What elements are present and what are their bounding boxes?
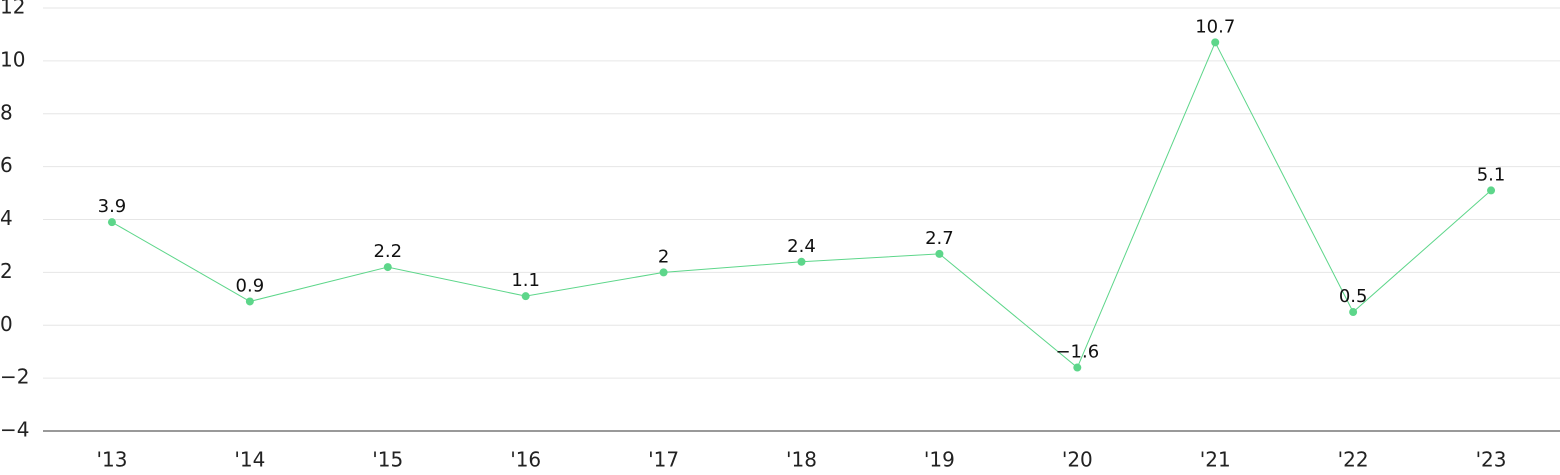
x-tick-label: '16 [510, 448, 541, 472]
x-tick-label: '22 [1338, 448, 1369, 472]
value-label: 2.4 [787, 236, 816, 257]
y-tick-label: −2 [0, 365, 29, 389]
value-label: 1.1 [511, 270, 540, 291]
value-label: 2 [658, 246, 669, 267]
value-label: 0.5 [1339, 286, 1368, 307]
y-tick-label: 0 [0, 312, 13, 336]
y-tick-label: 8 [0, 100, 13, 124]
value-label: 0.9 [236, 275, 265, 296]
value-label: 10.7 [1195, 16, 1235, 37]
x-tick-label: '15 [372, 448, 403, 472]
value-label: 3.9 [98, 196, 127, 217]
x-tick-label: '20 [1062, 448, 1093, 472]
point [935, 249, 944, 258]
point [245, 297, 254, 306]
point [383, 263, 392, 272]
y-tick-label: 2 [0, 259, 13, 283]
x-tick-label: '23 [1476, 448, 1507, 472]
x-tick-label: '13 [96, 448, 127, 472]
y-tick-label: 12 [0, 0, 25, 19]
x-tick-label: '14 [234, 448, 265, 472]
point [659, 268, 668, 277]
y-tick-label: 4 [0, 206, 13, 230]
point [1487, 186, 1496, 195]
x-tick-label: '17 [648, 448, 679, 472]
x-tick-label: '18 [786, 448, 817, 472]
y-tick-label: 6 [0, 153, 13, 177]
point [1073, 363, 1082, 372]
point [107, 218, 116, 227]
y-tick-label: −4 [0, 418, 29, 442]
value-label: 2.2 [373, 241, 402, 262]
point [521, 292, 530, 301]
point [1349, 308, 1358, 317]
value-label: −1.6 [1055, 342, 1099, 363]
y-tick-label: 10 [0, 47, 25, 71]
x-tick-label: '21 [1200, 448, 1231, 472]
point [797, 257, 806, 266]
point [1211, 38, 1220, 47]
x-tick-label: '19 [924, 448, 955, 472]
line [111, 41, 1492, 369]
value-label: 2.7 [925, 228, 954, 249]
value-label: 5.1 [1477, 164, 1506, 185]
